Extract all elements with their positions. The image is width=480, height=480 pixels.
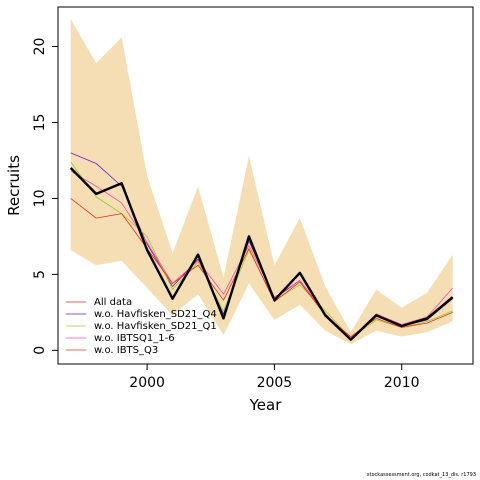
legend-label-w-o-havfisken-sd21-q1: w.o. Havfisken_SD21_Q1 [94, 321, 217, 332]
x-tick-label-2000: 2000 [129, 375, 165, 391]
y-axis-label: Recruits [5, 155, 23, 216]
y-tick-label-5: 5 [32, 270, 48, 279]
legend-label-w-o-ibts-q3: w.o. IBTS_Q3 [94, 345, 158, 356]
x-axis-label: Year [249, 396, 283, 414]
legend-label-all-data: All data [94, 297, 132, 308]
y-axis: 0 5 10 15 20 [32, 38, 58, 355]
y-tick-label-0: 0 [32, 346, 48, 355]
x-tick-label-2005: 2005 [257, 375, 293, 391]
y-tick-label-20: 20 [32, 38, 48, 56]
y-tick-label-10: 10 [32, 189, 48, 207]
confidence-band [70, 19, 453, 345]
plot-frame [57, 6, 474, 365]
legend-label-w-o-ibtsq1-1-6: w.o. IBTSQ1_1-6 [94, 333, 175, 344]
x-axis: 2000 2005 2010 [129, 364, 420, 391]
series-line-estimate [69, 167, 454, 341]
legend-label-w-o-havfisken-sd21-q4: w.o. Havfisken_SD21_Q4 [94, 309, 217, 320]
y-tick-label-15: 15 [32, 114, 48, 132]
series-line-w-o-ibts-q3 [70, 198, 453, 338]
footer-credit: stockassessment.org, codkat_13_dis, r179… [366, 472, 476, 478]
x-tick-label-2010: 2010 [384, 375, 420, 391]
series-layer [69, 152, 454, 341]
confidence-band-layer [70, 19, 453, 345]
